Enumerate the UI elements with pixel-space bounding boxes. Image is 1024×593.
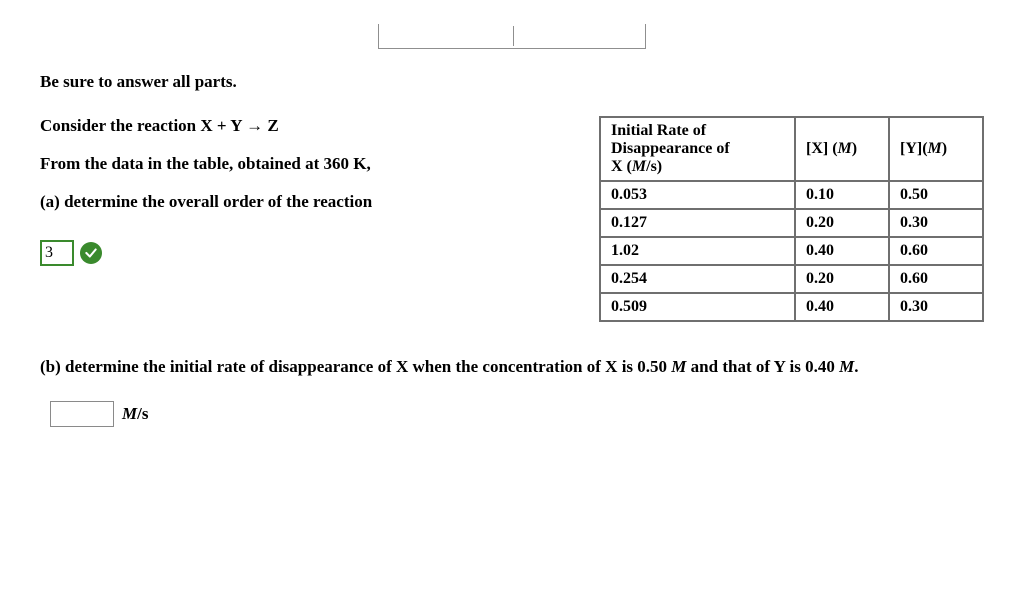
cell-x: 0.10 [795, 181, 889, 209]
table-row: 1.02 0.40 0.60 [600, 237, 983, 265]
from-data-line: From the data in the table, obtained at … [40, 154, 571, 174]
col-header-y: [Y](M) [889, 117, 983, 181]
cell-y: 0.30 [889, 293, 983, 321]
unit-b-tail: /s [137, 404, 148, 423]
part-b-text: (b) determine the initial rate of disapp… [40, 356, 984, 379]
part-a-text: (a) determine the overall order of the r… [40, 192, 571, 212]
cell-y: 0.30 [889, 209, 983, 237]
col-header-x: [X] (M) [795, 117, 889, 181]
reaction-line: Consider the reaction X + Y → Z [40, 116, 571, 136]
col-header-rate: Initial Rate of Disappearance of X (M/s) [600, 117, 795, 181]
y-hdr-suf: ) [942, 140, 947, 157]
y-hdr-unit: M [928, 140, 942, 157]
part-b-ital-2: M [839, 357, 854, 376]
part-b-answer-input[interactable] [50, 401, 114, 427]
cell-x: 0.40 [795, 237, 889, 265]
left-column: Consider the reaction X + Y → Z From the… [40, 116, 571, 266]
part-b-end: . [854, 357, 858, 376]
top-table-stub [40, 24, 984, 54]
cell-y: 0.60 [889, 237, 983, 265]
x-hdr-pre: [X] ( [806, 140, 838, 157]
instruction-text: Be sure to answer all parts. [40, 72, 984, 92]
cell-rate: 0.254 [600, 265, 795, 293]
right-column: Initial Rate of Disappearance of X (M/s)… [599, 116, 984, 322]
rate-hdr-l3-suf: /s) [646, 158, 662, 175]
x-hdr-suf: ) [852, 140, 857, 157]
cell-x: 0.40 [795, 293, 889, 321]
top-table-stub-table [378, 24, 646, 49]
page-root: Be sure to answer all parts. Consider th… [0, 0, 1024, 427]
part-b-ital-1: M [671, 357, 686, 376]
cell-x: 0.20 [795, 209, 889, 237]
rate-data-table: Initial Rate of Disappearance of X (M/s)… [599, 116, 984, 322]
cell-y: 0.50 [889, 181, 983, 209]
rate-hdr-line2: Disappearance of [611, 140, 730, 157]
unit-b-ital: M [122, 404, 137, 423]
two-column-layout: Consider the reaction X + Y → Z From the… [40, 116, 984, 322]
x-hdr-unit: M [838, 140, 852, 157]
rate-hdr-l3-pre: X ( [611, 158, 632, 175]
cell-rate: 0.509 [600, 293, 795, 321]
part-b-answer-row: M/s [40, 401, 984, 427]
part-a-answer-row: 3 [40, 240, 102, 266]
table-row: 0.127 0.20 0.30 [600, 209, 983, 237]
part-a-answer-input[interactable]: 3 [40, 240, 74, 266]
cell-rate: 0.053 [600, 181, 795, 209]
cell-rate: 0.127 [600, 209, 795, 237]
part-b-unit: M/s [122, 404, 148, 424]
table-row: 0.509 0.40 0.30 [600, 293, 983, 321]
cell-x: 0.20 [795, 265, 889, 293]
rate-hdr-l3-unit: M [632, 158, 646, 175]
reaction-prefix: Consider the reaction [40, 116, 200, 135]
table-row: 0.053 0.10 0.50 [600, 181, 983, 209]
reaction-equation: X + Y → Z [200, 116, 278, 135]
y-hdr-pre: [Y]( [900, 140, 928, 157]
cell-rate: 1.02 [600, 237, 795, 265]
table-header-row: Initial Rate of Disappearance of X (M/s)… [600, 117, 983, 181]
cell-y: 0.60 [889, 265, 983, 293]
rate-hdr-line1: Initial Rate of [611, 122, 706, 139]
part-b-prefix: (b) determine the initial rate of disapp… [40, 357, 671, 376]
part-b-mid: and that of Y is 0.40 [686, 357, 839, 376]
correct-check-icon [80, 242, 102, 264]
table-row: 0.254 0.20 0.60 [600, 265, 983, 293]
